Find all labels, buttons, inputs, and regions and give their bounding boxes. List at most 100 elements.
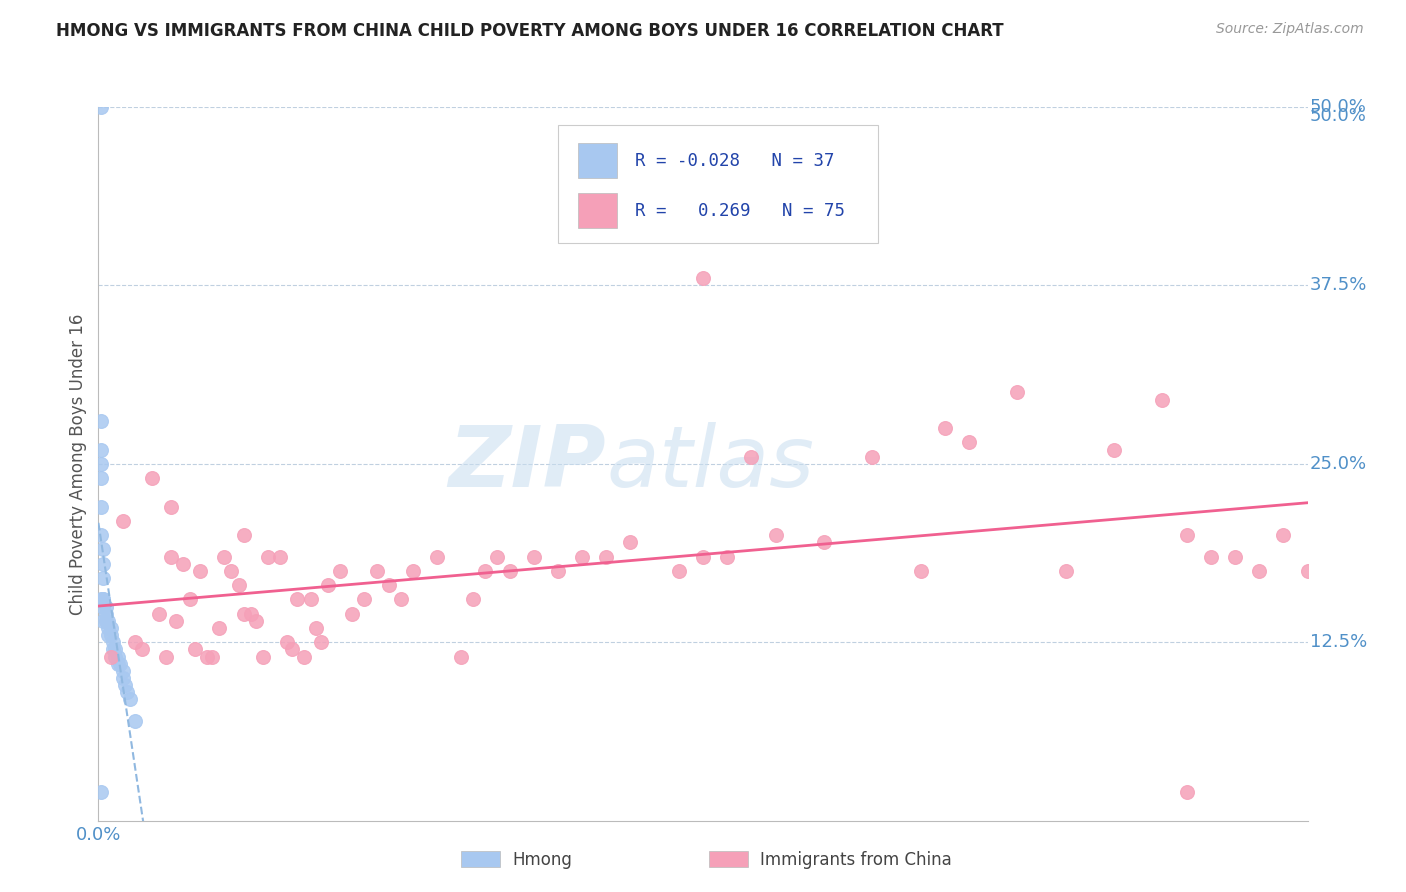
Point: [124, 714, 146, 728]
Point: [402, 564, 425, 578]
Point: [668, 564, 690, 578]
Point: [94, 614, 117, 628]
Point: [97, 614, 120, 628]
Text: ZIP: ZIP: [449, 422, 606, 506]
Point: [100, 621, 122, 635]
Point: [111, 671, 134, 685]
Text: Source: ZipAtlas.com: Source: ZipAtlas.com: [1216, 22, 1364, 37]
Point: [90, 500, 112, 514]
Text: HMONG VS IMMIGRANTS FROM CHINA CHILD POVERTY AMONG BOYS UNDER 16 CORRELATION CHA: HMONG VS IMMIGRANTS FROM CHINA CHILD POV…: [56, 22, 1004, 40]
Point: [94, 599, 117, 614]
Point: [498, 564, 520, 578]
Point: [342, 607, 364, 621]
Point: [232, 607, 254, 621]
Text: 50.0%: 50.0%: [1310, 107, 1367, 125]
Point: [221, 564, 243, 578]
Point: [107, 649, 129, 664]
Point: [155, 649, 177, 664]
Point: [179, 592, 201, 607]
Point: [571, 549, 593, 564]
Point: [104, 649, 127, 664]
Point: [160, 500, 183, 514]
Point: [97, 628, 120, 642]
Point: [195, 649, 218, 664]
Bar: [709, 851, 748, 867]
Point: [90, 442, 112, 457]
Point: [389, 592, 412, 607]
Bar: [578, 144, 617, 178]
Point: [256, 549, 278, 564]
Text: Immigrants from China: Immigrants from China: [759, 851, 952, 869]
Point: [90, 414, 112, 428]
Point: [860, 450, 883, 464]
Point: [281, 642, 304, 657]
Point: [692, 271, 714, 285]
Point: [91, 592, 114, 607]
Point: [353, 592, 375, 607]
Point: [329, 564, 352, 578]
Point: [111, 514, 134, 528]
Point: [450, 649, 472, 664]
Point: [118, 692, 141, 706]
Point: [100, 628, 122, 642]
Point: [90, 471, 112, 485]
Point: [232, 528, 254, 542]
Point: [117, 685, 139, 699]
Text: 37.5%: 37.5%: [1310, 277, 1368, 294]
Point: [91, 542, 114, 557]
Point: [1249, 564, 1271, 578]
Point: [292, 649, 315, 664]
Point: [114, 678, 136, 692]
Point: [131, 642, 153, 657]
Point: [212, 549, 235, 564]
Point: [239, 607, 262, 621]
Point: [91, 571, 114, 585]
Point: [90, 528, 112, 542]
Text: atlas: atlas: [606, 422, 814, 506]
Point: [91, 557, 114, 571]
Point: [813, 535, 835, 549]
Point: [1296, 564, 1319, 578]
Point: [101, 642, 124, 657]
Point: [765, 528, 787, 542]
Point: [309, 635, 332, 649]
Point: [201, 649, 224, 664]
Point: [104, 642, 127, 657]
Point: [100, 649, 122, 664]
Point: [910, 564, 932, 578]
Point: [107, 657, 129, 671]
Text: R =   0.269   N = 75: R = 0.269 N = 75: [636, 202, 845, 219]
Point: [1054, 564, 1077, 578]
Point: [108, 657, 131, 671]
Text: R = -0.028   N = 37: R = -0.028 N = 37: [636, 152, 835, 169]
Point: [90, 592, 112, 607]
Bar: [461, 851, 501, 867]
Point: [252, 649, 274, 664]
Point: [1272, 528, 1295, 542]
Point: [523, 549, 546, 564]
Point: [245, 614, 267, 628]
Point: [160, 549, 183, 564]
Point: [276, 635, 298, 649]
Point: [1175, 528, 1198, 542]
Point: [619, 535, 641, 549]
Point: [474, 564, 496, 578]
Text: 25.0%: 25.0%: [1310, 455, 1367, 473]
Text: 50.0%: 50.0%: [1310, 98, 1367, 116]
Point: [299, 592, 322, 607]
Text: Hmong: Hmong: [512, 851, 572, 869]
Point: [91, 614, 114, 628]
Point: [90, 457, 112, 471]
Bar: [578, 194, 617, 227]
Point: [692, 549, 714, 564]
Point: [285, 592, 308, 607]
Point: [486, 549, 509, 564]
Point: [91, 599, 114, 614]
Point: [463, 592, 485, 607]
Point: [90, 785, 112, 799]
Text: 12.5%: 12.5%: [1310, 633, 1367, 651]
Point: [90, 100, 112, 114]
Point: [316, 578, 339, 592]
Point: [91, 592, 114, 607]
Point: [716, 549, 738, 564]
